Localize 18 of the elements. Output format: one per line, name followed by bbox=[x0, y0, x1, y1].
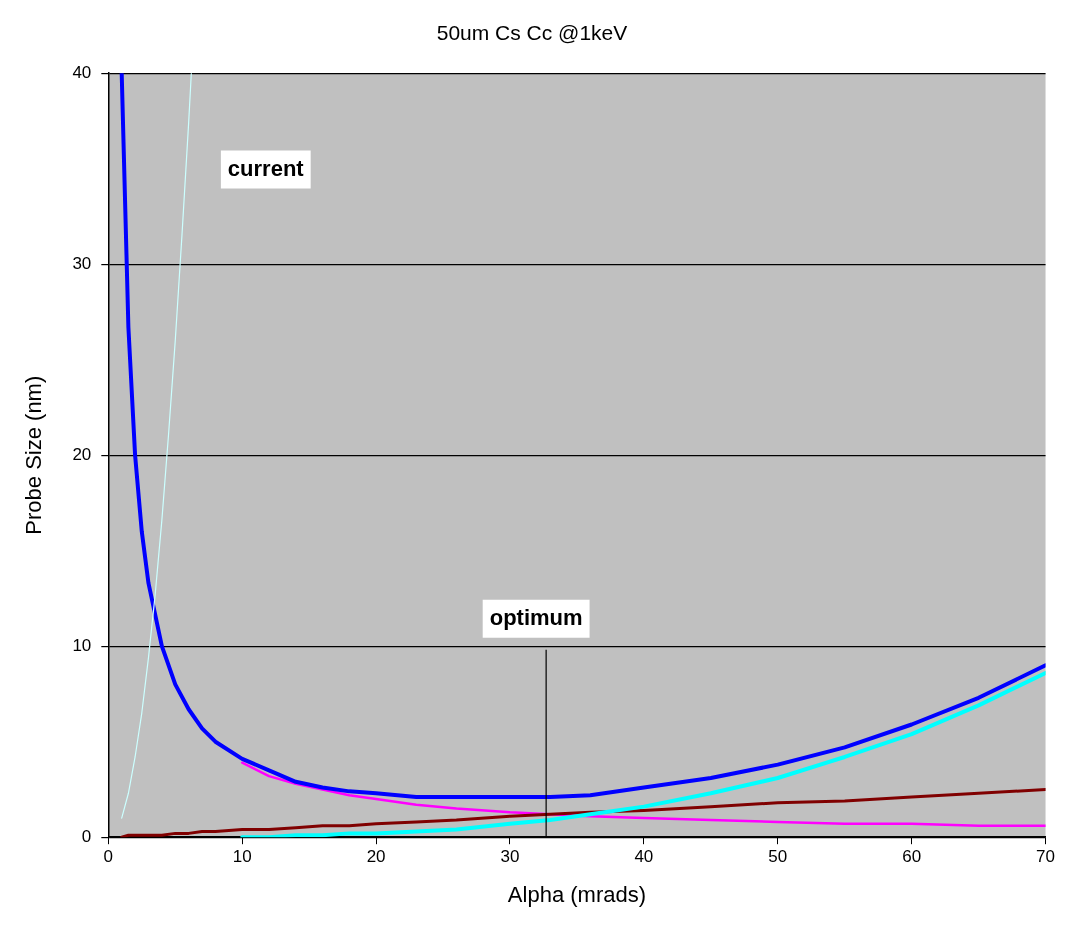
y-tick-label: 30 bbox=[72, 253, 92, 273]
x-tick-label: 10 bbox=[232, 847, 252, 867]
x-tick-label: 30 bbox=[500, 847, 520, 867]
x-tick-label: 0 bbox=[103, 847, 114, 867]
y-tick-label: 20 bbox=[72, 444, 92, 464]
x-tick-label: 20 bbox=[366, 847, 386, 867]
y-axis-title: Probe Size (nm) bbox=[21, 375, 47, 535]
chart-title: 50um Cs Cc @1keV bbox=[436, 21, 628, 45]
y-tick-label: 10 bbox=[72, 635, 92, 655]
annotation: current bbox=[227, 155, 305, 181]
x-axis-title: Alpha (mrads) bbox=[507, 881, 647, 907]
x-tick-label: 60 bbox=[902, 847, 922, 867]
x-tick-label: 40 bbox=[634, 847, 654, 867]
x-tick-label: 70 bbox=[1036, 847, 1056, 867]
ref-line-label: optimum bbox=[489, 604, 583, 630]
y-tick-label: 40 bbox=[72, 62, 92, 82]
y-tick-label: 0 bbox=[81, 826, 92, 846]
x-tick-label: 50 bbox=[768, 847, 788, 867]
